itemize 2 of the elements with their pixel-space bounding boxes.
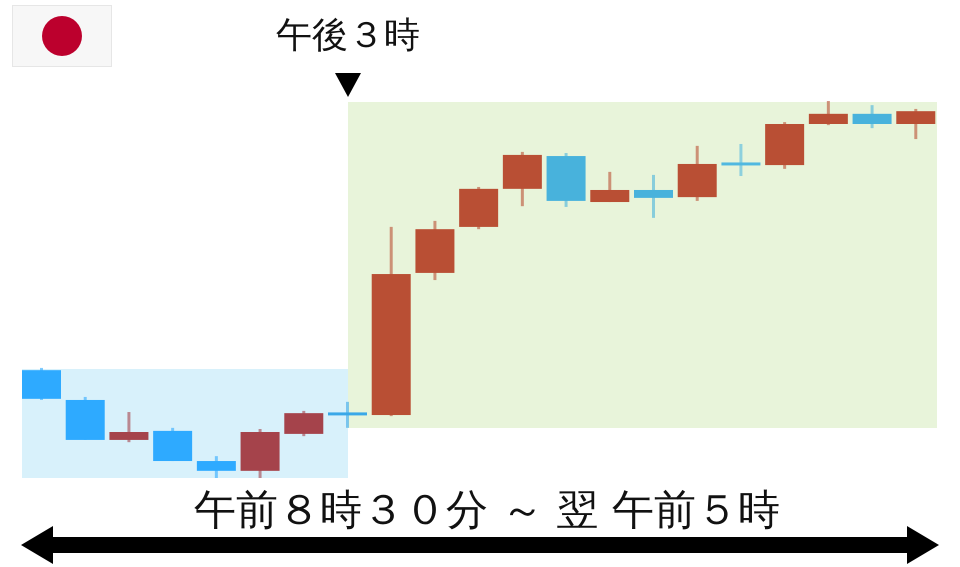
text: 午後３時 <box>274 14 421 58</box>
text: 午前８時３０分 ～ 翌 午前５時 <box>192 485 782 534</box>
